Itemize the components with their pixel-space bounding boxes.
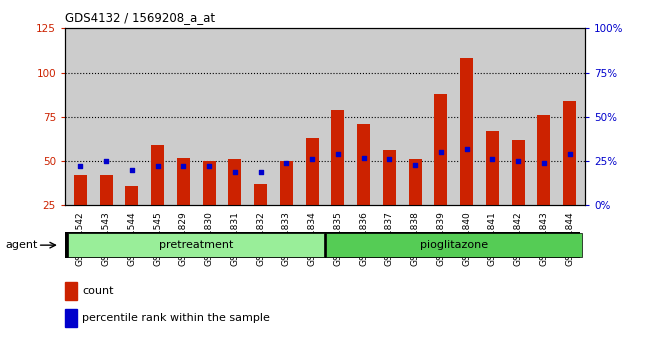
Bar (383, 150, 396, 205)
Point (539, 160, 549, 166)
Bar (125, 186, 138, 205)
Point (153, 164, 163, 169)
Bar (177, 158, 190, 205)
Point (229, 169, 240, 175)
Bar (563, 101, 576, 205)
Point (410, 162, 421, 167)
Bar (306, 138, 318, 205)
Point (75, 164, 86, 169)
Text: percentile rank within the sample: percentile rank within the sample (82, 313, 270, 323)
Point (281, 160, 292, 166)
Bar (74, 175, 87, 205)
Bar (203, 161, 216, 205)
Point (564, 151, 575, 157)
Point (333, 151, 343, 157)
Bar (326, 233, 582, 257)
Bar (65, 282, 77, 300)
Bar (280, 161, 292, 205)
Point (101, 158, 111, 164)
Text: pioglitazone: pioglitazone (420, 240, 488, 250)
Bar (434, 94, 447, 205)
Text: pretreatment: pretreatment (159, 240, 233, 250)
Bar (409, 159, 422, 205)
Bar (151, 145, 164, 205)
Point (358, 155, 369, 160)
Bar (538, 115, 551, 205)
Bar (68, 233, 324, 257)
Point (462, 146, 472, 152)
Point (307, 156, 317, 162)
Point (127, 167, 137, 173)
Bar (99, 175, 112, 205)
Point (384, 156, 395, 162)
Bar (332, 110, 344, 205)
Point (204, 164, 214, 169)
Point (178, 164, 188, 169)
Bar (486, 131, 499, 205)
Text: count: count (82, 286, 114, 296)
Text: GDS4132 / 1569208_a_at: GDS4132 / 1569208_a_at (65, 11, 215, 24)
Bar (512, 140, 525, 205)
Bar (460, 58, 473, 205)
Bar (254, 184, 267, 205)
Point (255, 169, 266, 175)
Bar (228, 159, 241, 205)
Point (487, 156, 497, 162)
Bar (358, 124, 370, 205)
Point (436, 149, 446, 155)
Bar (65, 309, 77, 327)
Text: agent: agent (5, 240, 38, 250)
Point (513, 158, 523, 164)
